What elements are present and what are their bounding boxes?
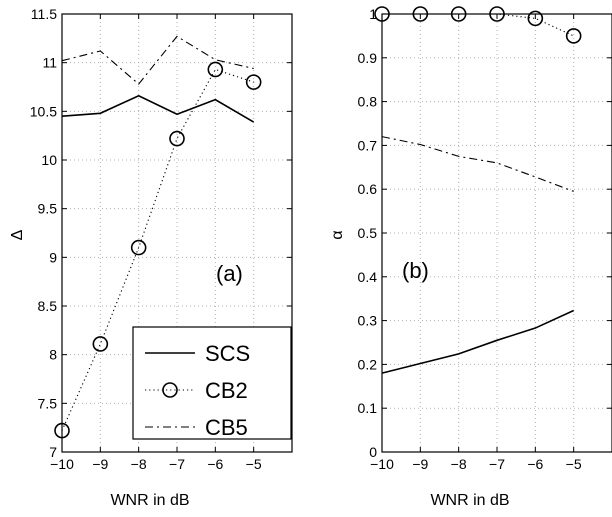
x-tick-label: −7 (169, 456, 185, 472)
y-tick-label: 10 (41, 152, 57, 168)
data-point (374, 6, 390, 22)
data-point (245, 74, 262, 90)
y-tick-label: 9.5 (38, 201, 58, 217)
data-point (527, 10, 544, 27)
y-tick-label: 0.9 (358, 50, 378, 66)
data-point (565, 28, 582, 44)
y-tick-label: 8 (49, 347, 57, 363)
x-tick-label: −6 (207, 456, 223, 472)
series-line-cb5 (381, 136, 574, 192)
series-line-scs (381, 309, 574, 374)
y-tick-label: 1 (369, 6, 377, 22)
series-scs (61, 94, 255, 123)
y-tick-label: 10.5 (30, 103, 57, 119)
data-point (92, 336, 109, 352)
y-tick-label: 0.3 (358, 313, 378, 329)
x-tick-label: −10 (370, 456, 394, 472)
x-tick-label: −5 (246, 456, 262, 472)
x-tick-label: −5 (566, 456, 582, 472)
x-tick-label: −9 (92, 456, 108, 472)
legend-box (132, 326, 292, 440)
data-point (450, 6, 467, 22)
x-axis-label: WNR in dB (430, 492, 509, 509)
y-tick-label: 11 (42, 55, 57, 71)
series-cb2 (54, 61, 262, 439)
x-tick-label: −8 (131, 456, 147, 472)
y-tick-label: 9 (49, 249, 57, 265)
chart-panel-a: −10 −9 −8 −7 −6 −5 7 7.5 8 8.5 9 9.5 10 10.5 11 11.5 Δ WN… (9, 6, 293, 509)
data-point (412, 6, 429, 22)
x-tick-label: −7 (489, 456, 505, 472)
x-axis-label: WNR in dB (110, 492, 189, 509)
series-cb5 (61, 35, 254, 85)
legend-label: CB2 (205, 378, 248, 403)
y-tick-label: 7.5 (38, 395, 58, 411)
data-point (169, 130, 185, 147)
y-axis-label: Δ (9, 229, 26, 240)
data-point (130, 239, 147, 256)
y-tick-label: 0.5 (358, 225, 378, 241)
chart-panel-b: −10 −9 −8 −7 −6 −5 0 0.1 0.2 0.3 0.4 0.5 0.6 0.7 0.8 0.… (329, 6, 612, 509)
series-line-cb2 (382, 13, 574, 37)
x-tick-label: −6 (527, 456, 543, 472)
x-tick-label: −8 (451, 456, 467, 472)
y-tick-label: 0.8 (358, 94, 378, 110)
data-point (207, 61, 224, 78)
data-point (54, 422, 70, 439)
x-tick-label: −10 (50, 456, 74, 472)
y-axis-label: α (329, 230, 346, 239)
y-tick-label: 0.1 (358, 400, 378, 416)
y-tick-label: 8.5 (38, 298, 58, 314)
legend-marker (162, 382, 178, 398)
y-tick-label: 0.7 (358, 137, 378, 153)
series-scs (381, 309, 574, 374)
legend: SCS CB2 CB5 (132, 326, 292, 440)
series-cb2 (374, 6, 582, 44)
y-tick-label: 7 (49, 444, 57, 460)
legend-label: SCS (205, 341, 250, 366)
y-tick-label: 0.6 (358, 181, 378, 197)
panel-annotation: (a) (216, 261, 243, 286)
y-tick-label: 0.2 (358, 356, 378, 372)
y-tick-label: 11.5 (31, 6, 57, 22)
data-point (489, 6, 505, 22)
y-tick-label: 0.4 (358, 269, 378, 285)
panel-annotation: (b) (402, 258, 429, 283)
y-tick-label: 0 (369, 444, 377, 460)
series-cb5 (381, 136, 574, 192)
legend-label: CB5 (205, 415, 248, 440)
series-line-cb5 (61, 35, 254, 85)
x-tick-label: −9 (412, 456, 428, 472)
series-line-scs (61, 94, 255, 123)
